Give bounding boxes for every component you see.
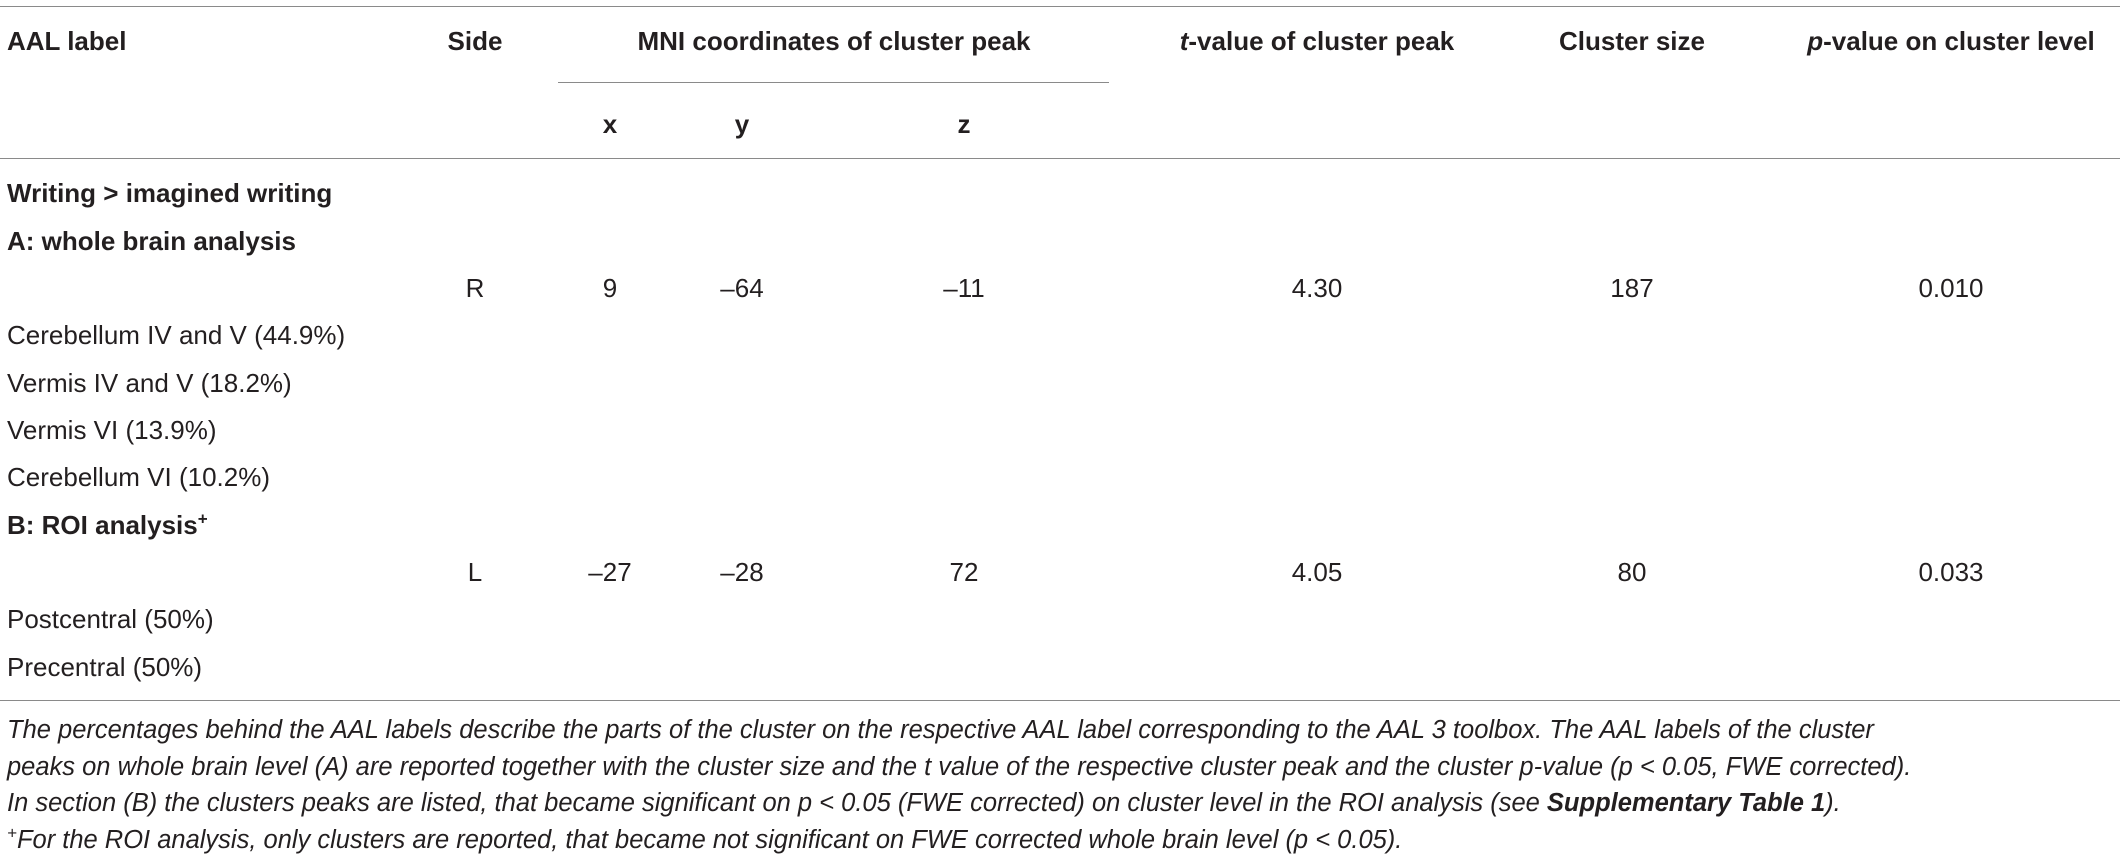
footnote-line: The percentages behind the AAL labels de… <box>7 714 1874 746</box>
region-label: Cerebellum VI (10.2%) <box>7 462 270 492</box>
heading-sup: + <box>197 509 208 529</box>
heading-text: Writing > imagined writing <box>7 178 333 208</box>
top-rule <box>0 6 2120 7</box>
footnote-text: ). <box>1825 789 1841 817</box>
cell-x: 9 <box>602 273 618 303</box>
header-cell: MNI coordinates of cluster peak <box>534 25 1134 57</box>
region-label: Cerebellum IV and V (44.9%) <box>7 320 346 350</box>
footnote-text: peaks on whole brain level (A) are repor… <box>7 753 1912 781</box>
subheader-cell: z <box>957 109 971 139</box>
region-label: Postcentral (50%) <box>7 604 214 634</box>
section-heading: Writing > imagined writing <box>7 177 332 209</box>
header-text: -value on cluster level <box>1823 26 2095 56</box>
footnote-text: In section (B) the clusters peaks are li… <box>7 789 1547 817</box>
region-label: Vermis VI (13.9%) <box>7 415 217 445</box>
cell-size: 80 <box>1617 557 1647 587</box>
header-cell: Cluster size <box>1332 25 1932 57</box>
cell-side: R <box>465 273 485 303</box>
section-heading: B: ROI analysis+ <box>7 509 208 541</box>
footnote-sup: + <box>7 823 17 843</box>
header-cell: t-value of cluster peak <box>1017 25 1617 57</box>
cell-t: 4.30 <box>1291 273 1343 303</box>
footnote-line: peaks on whole brain level (A) are repor… <box>7 751 1911 783</box>
footnote-line: In section (B) the clusters peaks are li… <box>7 787 1841 819</box>
header-rule <box>0 158 2120 159</box>
heading-text: B: ROI analysis <box>7 510 198 540</box>
cell-size: 187 <box>1610 273 1654 303</box>
heading-text: A: whole brain analysis <box>7 226 296 256</box>
cell-z: 72 <box>949 557 979 587</box>
header-text: Cluster size <box>1559 26 1705 56</box>
cell-p: 0.010 <box>1918 273 1984 303</box>
section-heading: A: whole brain analysis <box>7 225 296 257</box>
cell-t: 4.05 <box>1291 557 1343 587</box>
subheader-cell: x <box>602 109 618 139</box>
cell-side: L <box>467 557 483 587</box>
cell-p: 0.033 <box>1918 557 1984 587</box>
cell-z: –11 <box>943 273 985 303</box>
footnote-text: For the ROI analysis, only clusters are … <box>16 826 1403 854</box>
cell-y: –28 <box>720 557 764 587</box>
header-text: -value of cluster peak <box>1188 26 1455 56</box>
cell-x: –27 <box>588 557 632 587</box>
header-italic: p <box>1807 26 1824 56</box>
header-italic: t <box>1179 26 1189 56</box>
header-text: Side <box>447 26 503 56</box>
header-text: AAL label <box>7 26 127 56</box>
subheader-cell: y <box>734 109 750 139</box>
footnote-bold: Supplementary Table 1 <box>1546 789 1826 817</box>
header-cell: p-value on cluster level <box>1651 25 2120 57</box>
region-label: Precentral (50%) <box>7 652 203 682</box>
header-text: MNI coordinates of cluster peak <box>637 26 1031 56</box>
region-label: Vermis IV and V (18.2%) <box>7 368 292 398</box>
mni-rule <box>558 82 1109 83</box>
bottom-rule <box>0 700 2120 701</box>
cell-y: –64 <box>720 273 764 303</box>
header-cell: Side <box>175 25 775 57</box>
footnote-line: +For the ROI analysis, only clusters are… <box>7 824 1402 856</box>
footnote-text: The percentages behind the AAL labels de… <box>7 716 1874 744</box>
header-cell: AAL label <box>7 25 126 57</box>
